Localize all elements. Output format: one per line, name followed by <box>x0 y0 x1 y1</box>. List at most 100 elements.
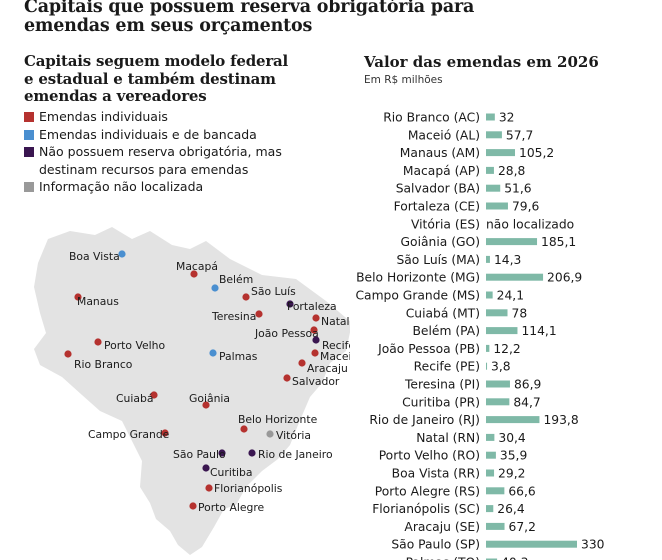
city-marker <box>209 349 217 357</box>
legend-swatch <box>24 182 34 192</box>
category-label: Rio Branco (AC) <box>383 111 480 125</box>
city-label: Maceió <box>320 350 350 363</box>
bar <box>486 380 510 388</box>
city-label: Belo Horizonte <box>238 413 318 426</box>
city-marker <box>211 284 219 292</box>
city-marker <box>205 484 213 492</box>
category-label: Goiânia (GO) <box>401 235 480 249</box>
category-label: Recife (PE) <box>414 360 480 374</box>
category-label: Aracaju (SE) <box>404 520 480 534</box>
legend-label: Não possuem reserva obrigatória, mas des… <box>39 144 282 177</box>
value-label: 29,2 <box>498 467 525 481</box>
value-label: 105,2 <box>519 146 554 160</box>
value-label: 3,8 <box>491 360 511 374</box>
value-label: 86,9 <box>514 378 541 392</box>
category-label: Fortaleza (CE) <box>394 200 480 214</box>
bar <box>486 149 516 157</box>
bar <box>486 416 540 424</box>
category-label: Maceió (AL) <box>408 128 480 142</box>
legend-item: Emendas individuais <box>24 108 324 126</box>
legend-label: Informação não localizada <box>39 179 204 194</box>
legend-swatch <box>24 147 34 157</box>
city-label: João Pessoa <box>254 327 319 340</box>
category-label: Cuiabá (MT) <box>406 306 480 320</box>
bar <box>486 451 496 459</box>
city-marker <box>94 338 102 346</box>
bar <box>486 184 501 192</box>
category-label: Salvador (BA) <box>396 182 480 196</box>
city-marker <box>311 349 319 357</box>
bar <box>486 433 495 441</box>
bar <box>486 344 490 352</box>
city-label: Teresina <box>211 310 256 323</box>
value-label: 14,3 <box>494 253 521 267</box>
bar <box>486 558 498 560</box>
city-label: Cuiabá <box>116 392 153 405</box>
city-marker <box>218 449 226 457</box>
value-label: não localizado <box>486 217 574 231</box>
category-label: Macapá (AP) <box>403 164 480 178</box>
category-label: João Pessoa (PB) <box>377 342 480 356</box>
city-marker <box>150 391 158 399</box>
category-label: Belém (PA) <box>412 324 480 338</box>
value-label: 35,9 <box>500 449 527 463</box>
value-label: 26,4 <box>497 502 525 516</box>
value-label: 30,4 <box>498 431 526 445</box>
value-label: 32 <box>499 111 515 125</box>
city-label: Campo Grande <box>88 428 170 441</box>
value-label: 57,7 <box>506 128 533 142</box>
bar <box>486 469 495 477</box>
city-marker <box>64 350 72 358</box>
category-label: São Luís (MA) <box>396 253 480 267</box>
value-label: 24,1 <box>497 289 524 303</box>
bar <box>486 487 505 495</box>
value-label: 185,1 <box>541 235 576 249</box>
category-label: Porto Alegre (RS) <box>375 484 480 498</box>
page-title: Capitais que possuem reserva obrigatória… <box>24 0 475 36</box>
value-label: 40,3 <box>501 556 528 560</box>
category-label: Rio de Janeiro (RJ) <box>369 413 480 427</box>
city-marker <box>312 336 320 344</box>
legend-item: Não possuem reserva obrigatória, mas des… <box>24 143 324 178</box>
map-subtitle: Capitais seguem modelo federal e estadua… <box>24 52 289 105</box>
bar <box>486 255 490 263</box>
category-label: Boa Vista (RR) <box>392 467 480 481</box>
city-marker <box>202 464 210 472</box>
value-label: 51,6 <box>504 182 532 196</box>
bar <box>486 505 494 513</box>
category-label: Vitória (ES) <box>411 217 480 231</box>
legend-swatch <box>24 129 34 140</box>
city-label: Rio de Janeiro <box>258 448 333 461</box>
bar <box>486 522 505 530</box>
city-marker <box>74 293 82 301</box>
value-label: 67,2 <box>509 520 536 534</box>
bar <box>486 309 508 317</box>
city-label: Fortaleza <box>287 300 337 313</box>
chart-unit-label: Em R$ milhões <box>364 74 443 86</box>
city-label: São Paulo <box>173 448 226 461</box>
city-marker <box>242 293 250 301</box>
city-label: Palmas <box>219 350 258 363</box>
city-label: Rio Branco <box>74 358 133 371</box>
value-label: 78 <box>512 306 528 320</box>
city-marker <box>286 300 294 308</box>
bar <box>486 131 502 139</box>
category-label: Belo Horizonte (MG) <box>356 271 480 285</box>
city-label: Manaus <box>77 295 119 308</box>
city-marker <box>240 425 248 433</box>
city-label: São Luís <box>251 285 296 298</box>
city-marker <box>189 502 197 510</box>
value-label: 193,8 <box>543 413 578 427</box>
category-label: Teresina (PI) <box>404 378 480 392</box>
city-label: Florianópolis <box>214 482 283 495</box>
value-label: 12,2 <box>493 342 520 356</box>
value-label: 79,6 <box>512 200 540 214</box>
city-marker <box>255 310 263 318</box>
value-label: 84,7 <box>513 395 540 409</box>
city-marker <box>283 374 291 382</box>
bar <box>486 291 493 299</box>
city-marker <box>202 401 210 409</box>
city-label: Salvador <box>292 375 340 388</box>
